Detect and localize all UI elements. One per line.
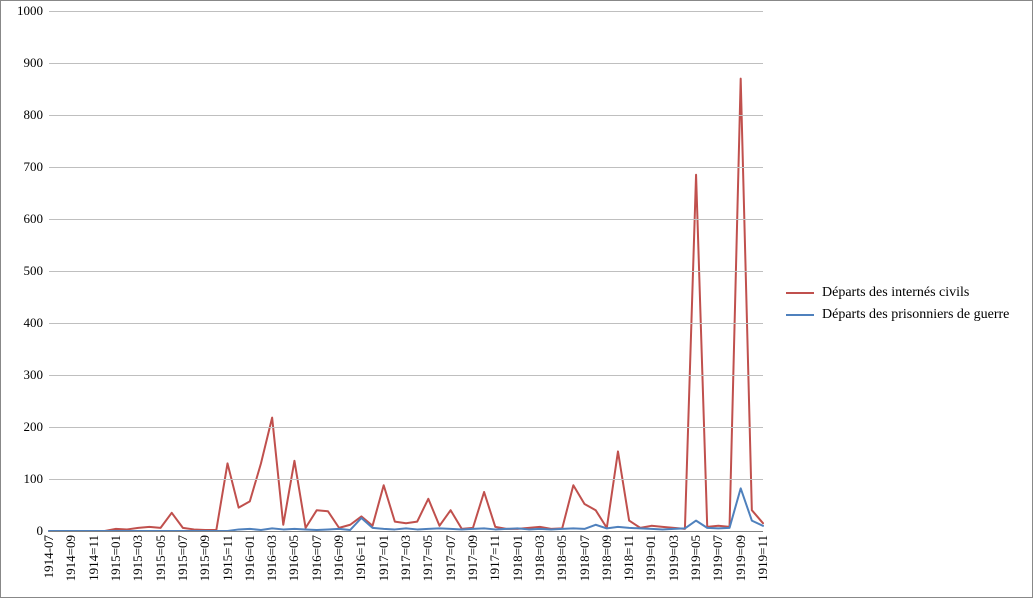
x-tick-label: 1917=03 bbox=[398, 531, 414, 581]
line-chart: 010020030040050060070080090010001914-071… bbox=[0, 0, 1033, 598]
x-tick-label: 1919=09 bbox=[733, 531, 749, 581]
legend-label: Départs des prisonniers de guerre bbox=[822, 307, 1009, 323]
legend: Départs des internés civils Départs des p… bbox=[786, 279, 1009, 329]
y-tick-label: 500 bbox=[24, 263, 50, 279]
y-tick-label: 200 bbox=[24, 419, 50, 435]
x-tick-label: 1919=03 bbox=[666, 531, 682, 581]
gridline bbox=[49, 63, 763, 64]
legend-swatch bbox=[786, 292, 814, 294]
x-tick-label: 1914=11 bbox=[86, 531, 102, 581]
x-tick-label: 1915=03 bbox=[130, 531, 146, 581]
gridline bbox=[49, 375, 763, 376]
x-tick-label: 1916=11 bbox=[353, 531, 369, 581]
y-tick-label: 100 bbox=[24, 471, 50, 487]
gridline bbox=[49, 115, 763, 116]
x-tick-label: 1916=09 bbox=[331, 531, 347, 581]
legend-label: Départs des internés civils bbox=[822, 285, 969, 301]
gridline bbox=[49, 479, 763, 480]
legend-item: Départs des internés civils bbox=[786, 285, 1009, 301]
legend-item: Départs des prisonniers de guerre bbox=[786, 307, 1009, 323]
x-tick-label: 1916=03 bbox=[264, 531, 280, 581]
x-tick-label: 1917=09 bbox=[465, 531, 481, 581]
x-tick-label: 1918=09 bbox=[599, 531, 615, 581]
y-tick-label: 300 bbox=[24, 367, 50, 383]
x-tick-label: 1918=07 bbox=[577, 531, 593, 581]
gridline bbox=[49, 219, 763, 220]
y-tick-label: 700 bbox=[24, 159, 50, 175]
y-tick-label: 1000 bbox=[17, 3, 49, 19]
y-tick-label: 900 bbox=[24, 55, 50, 71]
x-tick-label: 1914=09 bbox=[63, 531, 79, 581]
x-tick-label: 1919=11 bbox=[755, 531, 771, 581]
x-tick-label: 1919=07 bbox=[710, 531, 726, 581]
x-tick-label: 1915=11 bbox=[220, 531, 236, 581]
x-tick-label: 1918=05 bbox=[554, 531, 570, 581]
x-tick-label: 1918=01 bbox=[510, 531, 526, 581]
x-tick-label: 1917=11 bbox=[487, 531, 503, 581]
x-tick-label: 1916=07 bbox=[309, 531, 325, 581]
x-tick-label: 1915=07 bbox=[175, 531, 191, 581]
x-tick-label: 1915=05 bbox=[153, 531, 169, 581]
series-line bbox=[49, 79, 763, 531]
x-tick-label: 1917=01 bbox=[376, 531, 392, 581]
x-tick-label: 1915=09 bbox=[197, 531, 213, 581]
x-tick-label: 1914-07 bbox=[41, 531, 57, 578]
x-tick-label: 1917=07 bbox=[443, 531, 459, 581]
y-tick-label: 800 bbox=[24, 107, 50, 123]
x-tick-label: 1916=05 bbox=[286, 531, 302, 581]
gridline bbox=[49, 427, 763, 428]
gridline bbox=[49, 271, 763, 272]
gridline bbox=[49, 323, 763, 324]
x-tick-label: 1918=03 bbox=[532, 531, 548, 581]
x-tick-label: 1915=01 bbox=[108, 531, 124, 581]
y-tick-label: 600 bbox=[24, 211, 50, 227]
gridline bbox=[49, 11, 763, 12]
gridline bbox=[49, 167, 763, 168]
x-tick-label: 1919=01 bbox=[643, 531, 659, 581]
x-tick-label: 1916=01 bbox=[242, 531, 258, 581]
legend-swatch bbox=[786, 314, 814, 316]
series-line bbox=[49, 488, 763, 531]
x-tick-label: 1918=11 bbox=[621, 531, 637, 581]
x-tick-label: 1917=05 bbox=[420, 531, 436, 581]
plot-area: 010020030040050060070080090010001914-071… bbox=[49, 11, 763, 531]
x-tick-label: 1919=05 bbox=[688, 531, 704, 581]
y-tick-label: 400 bbox=[24, 315, 50, 331]
